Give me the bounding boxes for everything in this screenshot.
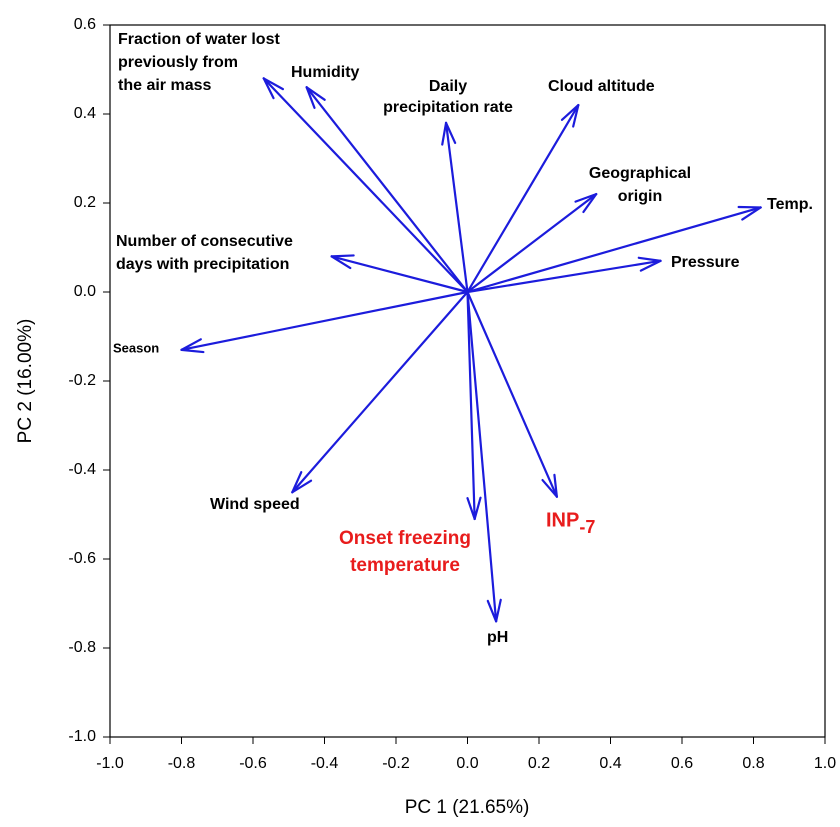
vector-label: Humidity [291, 64, 360, 81]
x-tick-label: 0.2 [528, 755, 550, 772]
vector-head [473, 496, 482, 521]
y-tick-label: -1.0 [68, 728, 96, 745]
vector-shaft [180, 290, 469, 351]
vector-shaft [466, 290, 476, 521]
loading-vector [330, 254, 469, 294]
vector-label: Pressure [671, 254, 740, 271]
y-tick-label: 0.6 [74, 16, 96, 33]
vector-label-subscript: -7 [579, 517, 595, 537]
y-tick-label: -0.2 [68, 372, 96, 389]
y-axis-label: PC 2 (16.00%) [15, 319, 36, 444]
vector-head [305, 86, 326, 101]
x-tick-label: -0.8 [168, 755, 196, 772]
vector-shaft [291, 290, 469, 494]
x-tick-label: -1.0 [96, 755, 124, 772]
vector-head [553, 473, 558, 498]
vector-shaft [466, 290, 498, 623]
loading-vector [466, 290, 482, 521]
x-tick-label: -0.6 [239, 755, 267, 772]
vector-head [180, 348, 205, 354]
vector-head [574, 193, 598, 203]
vector-head [262, 77, 285, 91]
x-tick-label: 1.0 [814, 755, 836, 772]
vector-shaft [466, 290, 558, 498]
y-tick-label: 0.2 [74, 194, 96, 211]
loading-vector [305, 86, 469, 294]
vector-label: Wind speed [210, 496, 300, 513]
vector-head [466, 497, 476, 521]
y-tick-label: 0.0 [74, 283, 96, 300]
loading-vector [441, 121, 469, 294]
loading-vector [466, 256, 662, 294]
vector-label: temperature [350, 555, 460, 576]
vector-head [305, 86, 316, 109]
vector-head [291, 471, 303, 494]
vector-head [541, 478, 558, 498]
vector-head [582, 193, 598, 214]
vector-label: Geographical [589, 165, 691, 182]
vector-label: Fraction of water lost [118, 31, 280, 48]
vector-head [262, 77, 275, 100]
vector-label: Season [113, 340, 159, 355]
x-tick-label: -0.2 [382, 755, 410, 772]
vector-shaft [466, 103, 580, 294]
loading-vector [466, 103, 580, 294]
loading-vector [466, 193, 598, 294]
y-tick-label: 0.4 [74, 105, 96, 122]
vector-label: precipitation rate [383, 99, 513, 116]
loading-vector [291, 290, 469, 494]
vector-head [637, 256, 662, 262]
vector-shaft [466, 206, 762, 294]
loading-vector [466, 290, 558, 498]
loading-vector [466, 290, 502, 623]
vector-shaft [466, 259, 662, 294]
vector-head [572, 103, 580, 128]
vector-head [560, 103, 580, 121]
vector-head [639, 259, 662, 272]
loading-vector [180, 290, 469, 354]
x-tick-label: 0.8 [742, 755, 764, 772]
vector-label: the air mass [118, 77, 211, 94]
vector-label: previously from [118, 54, 238, 71]
vector-shaft [444, 121, 469, 294]
vector-head [444, 121, 457, 145]
vector-label: origin [618, 188, 662, 205]
vector-label: Daily [429, 78, 467, 95]
vector-label: Number of consecutive [116, 233, 293, 250]
vector-head [180, 338, 202, 351]
vector-shaft [466, 193, 598, 294]
plot-frame [109, 24, 826, 738]
x-tick-label: 0.6 [671, 755, 693, 772]
vector-head [291, 479, 313, 494]
vector-shaft [262, 77, 469, 294]
loading-vector [262, 77, 469, 294]
vector-label: Onset freezing [339, 528, 471, 549]
x-tick-label: 0.4 [599, 755, 621, 772]
vector-label: pH [487, 629, 508, 646]
y-tick-label: -0.8 [68, 639, 96, 656]
vector-head [741, 206, 762, 221]
x-tick-label: 0.0 [456, 755, 478, 772]
vector-label: INP-7 [546, 509, 595, 536]
vector-label: days with precipitation [116, 256, 289, 273]
vector-head [441, 121, 448, 146]
y-tick-label: -0.6 [68, 550, 96, 567]
y-tick-label: -0.4 [68, 461, 96, 478]
vector-head [486, 599, 498, 623]
x-tick-label: -0.4 [311, 755, 339, 772]
vector-head [330, 255, 352, 270]
vector-head [495, 598, 502, 623]
vector-shaft [305, 86, 469, 294]
vector-label: Temp. [767, 196, 813, 213]
vector-label: Cloud altitude [548, 78, 655, 95]
vector-shaft [330, 255, 469, 294]
loading-vector [466, 205, 762, 294]
vector-head [330, 254, 355, 258]
x-axis-label: PC 1 (21.65%) [405, 797, 530, 818]
